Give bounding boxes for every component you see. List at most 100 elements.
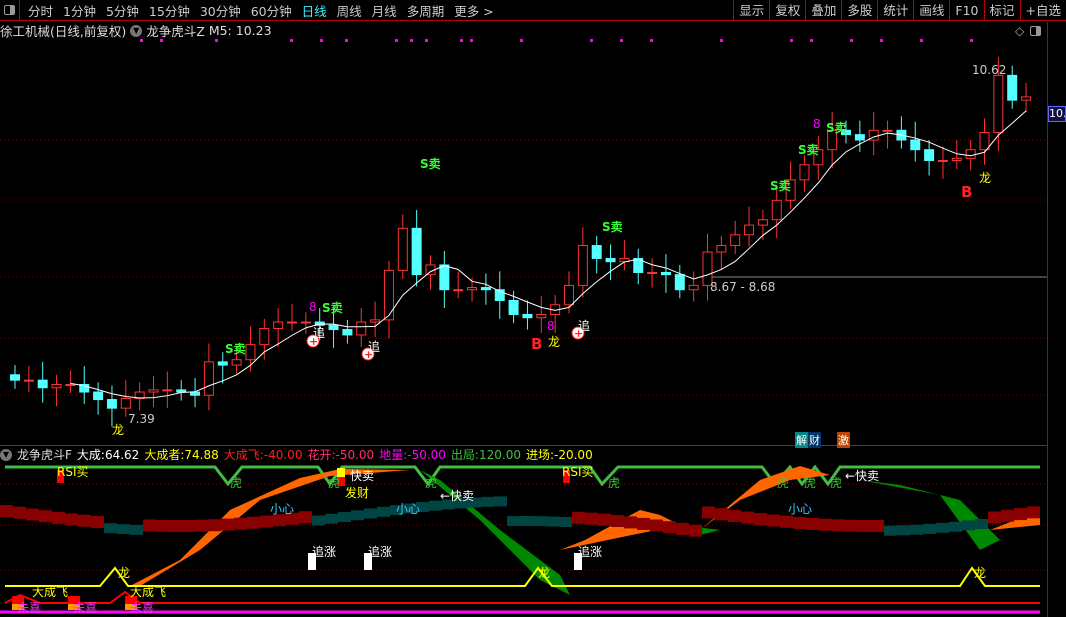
period-tab[interactable]: 日线 (301, 3, 327, 19)
momentum-bar (832, 519, 845, 532)
marker-dot (970, 39, 973, 42)
candle-body (591, 245, 602, 259)
momentum-bar (338, 512, 351, 523)
marker-dot (460, 39, 463, 42)
current-price-tag: 10.23 (1048, 106, 1066, 122)
indicator-name: 龙争虎斗Z (146, 24, 205, 39)
marker-dot (345, 39, 348, 42)
period-tab[interactable]: 5分钟 (105, 3, 139, 19)
toolbar-button[interactable]: 复权 (769, 0, 805, 21)
momentum-bar (533, 516, 546, 527)
signal-label-tiger: 虎 (425, 476, 438, 490)
indicator-value-number: -50.00 (335, 448, 375, 462)
panel-toggle-icon[interactable] (1030, 26, 1041, 36)
signal-label-dragon: 龙 (118, 566, 131, 580)
momentum-bar (845, 519, 858, 532)
period-tab[interactable]: 15分钟 (148, 3, 190, 19)
signal-label-tiger: 虎 (328, 476, 341, 490)
period-tab[interactable]: 周线 (336, 3, 362, 19)
signal-label-rsi-buy: RSI买 (57, 465, 89, 479)
signal-label-dragon: 龙 (538, 566, 551, 580)
candle-body (522, 313, 533, 319)
candle-body (647, 271, 658, 274)
period-tab[interactable]: 60分钟 (250, 3, 292, 19)
candle-body (397, 227, 408, 271)
candle-body (951, 157, 962, 161)
marker-dot (320, 39, 323, 42)
toolbar-button[interactable]: 画线 (913, 0, 949, 21)
candle-body (965, 149, 976, 159)
candle-body (37, 379, 48, 389)
period-toolbar: 分时 1分钟 5分钟 15分钟 30分钟 60分钟 日线 周线 月线 多周期 更多 > 显示 复权 叠加… (0, 0, 1066, 21)
toolbar-button[interactable]: 多股 (841, 0, 877, 21)
candle-body (106, 399, 117, 409)
toolbar-button[interactable]: 显示 (733, 0, 769, 21)
marker-dot (215, 39, 218, 42)
toolbar-button[interactable]: F10 (949, 0, 983, 21)
signal-label-chase-up: 追涨 (368, 545, 393, 559)
marker-dot (160, 39, 163, 42)
sell-signal: S卖 (420, 157, 441, 171)
momentum-bar (871, 519, 884, 532)
period-tab[interactable]: 1分钟 (63, 3, 96, 19)
indicator-value-number: 120.00 (478, 448, 521, 462)
toolbar-button[interactable]: +自选 (1019, 0, 1066, 21)
momentum-bar (117, 524, 130, 535)
momentum-bar (169, 519, 182, 532)
momentum-bar (702, 506, 715, 519)
signal-label-tiger: 虎 (230, 476, 243, 490)
period-tab[interactable]: 多周期 (406, 3, 445, 19)
price-axis (1047, 22, 1048, 617)
candle-body (1021, 96, 1032, 101)
indicator-value: 大成者:74.88 (144, 446, 218, 463)
candle-body (813, 149, 824, 166)
momentum-bar (377, 506, 390, 517)
candle-body (605, 257, 616, 263)
panel-divider[interactable] (0, 445, 1047, 446)
period-tab[interactable]: 30分钟 (199, 3, 241, 19)
panel-toggle-button[interactable] (0, 0, 20, 21)
buy-marker (125, 604, 137, 610)
toolbar-button[interactable]: 叠加 (805, 0, 841, 21)
entry-line (5, 566, 1040, 587)
momentum-bar (585, 512, 598, 525)
signal-label-buy-word: 未喜 (17, 601, 42, 615)
chase-marker (574, 553, 582, 570)
dragon-signal: 龙 (548, 335, 561, 349)
period-tab[interactable]: 分时 (28, 3, 54, 19)
indicator-value-label: 出局: (450, 448, 479, 462)
lower-indicator-header: ▼ 龙争虎斗F 大成:64.62 大成者:74.88 大成飞:-40.00 花开:-5… (0, 447, 593, 462)
candle-body (273, 321, 284, 329)
momentum-bar (936, 522, 949, 533)
period-tab[interactable]: 月线 (371, 3, 397, 19)
momentum-bar (559, 517, 572, 528)
period-tab[interactable]: 更多 > (454, 3, 494, 19)
indicator-value-label: 进场: (525, 448, 555, 462)
marker-dot (425, 39, 428, 42)
momentum-bar (1014, 508, 1027, 521)
diamond-icon[interactable]: ◇ (1015, 24, 1025, 38)
indicator-value-label: 大成: (76, 448, 105, 462)
fortune-marker (337, 477, 345, 486)
indicator-value-number: -50.00 (407, 448, 446, 462)
momentum-bar (1001, 509, 1014, 522)
momentum-bar (273, 514, 286, 527)
toolbar-button[interactable]: 标记 (983, 0, 1020, 21)
indicator-dropdown-icon[interactable]: ▼ (0, 448, 12, 461)
signal-label-dragon: 龙 (974, 566, 987, 580)
momentum-bar (611, 515, 624, 528)
momentum-bar (806, 517, 819, 530)
candle-body (771, 199, 782, 221)
candle-body (730, 234, 741, 247)
momentum-bar (455, 498, 468, 509)
chase-marker (364, 553, 372, 570)
momentum-bar (780, 515, 793, 528)
candle-body (203, 361, 214, 396)
green-band (420, 470, 1000, 595)
toolbar-button[interactable]: 统计 (877, 0, 913, 21)
indicator-value: 地量:-50.00 (379, 446, 446, 463)
momentum-bar (767, 514, 780, 527)
indicator-dropdown-icon[interactable]: ▼ (130, 24, 143, 37)
candle-body (494, 289, 505, 301)
